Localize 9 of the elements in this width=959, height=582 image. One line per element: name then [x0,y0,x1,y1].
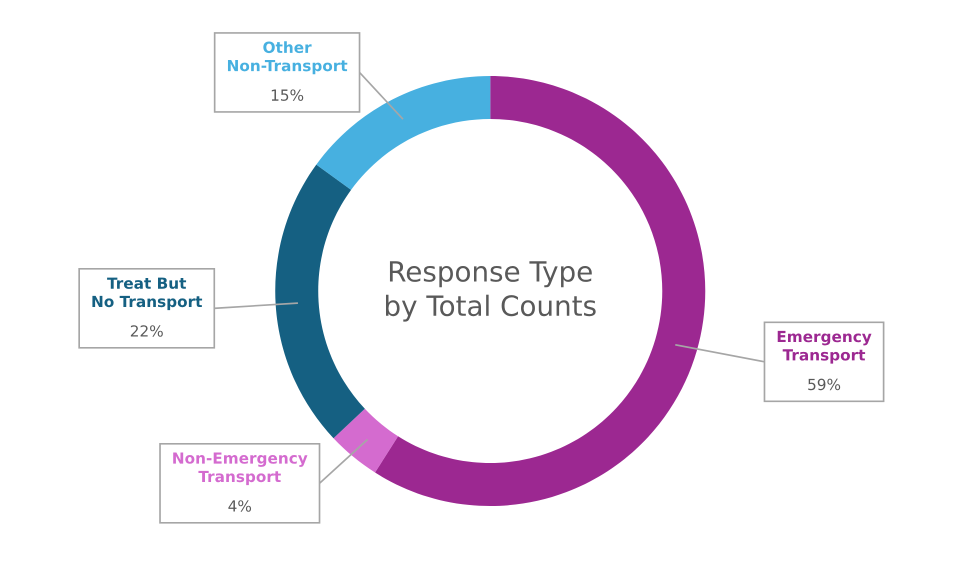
slice-label: Other Non-Transport [228,41,348,74]
data-label: 4% [228,500,252,512]
text: Response Type by Total Counts [386,261,596,322]
data-label: 15% [272,89,304,101]
slice-label: Emergency Transport [778,330,872,364]
slice-label: Treat But No Transport [92,278,202,310]
data-label: 59% [808,378,840,390]
data-label: 22% [130,325,163,337]
slice-label: Non-Emergency Transport [173,452,308,486]
